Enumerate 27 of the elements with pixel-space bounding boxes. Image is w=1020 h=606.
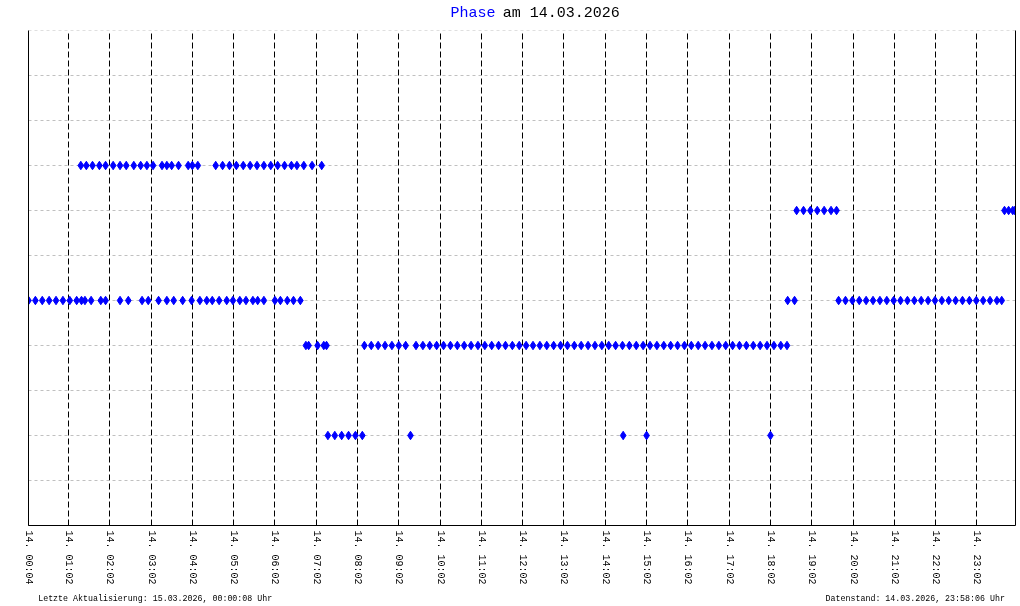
x-tick-label: 14. 04:02 — [186, 530, 198, 585]
x-tick-label: 14. 22:02 — [930, 530, 942, 585]
x-tick-label: 14. 06:02 — [269, 530, 281, 585]
x-tick-label: 14. 21:02 — [888, 530, 900, 585]
x-tick-label: 14. 09:02 — [393, 530, 405, 585]
x-tick-label: 14. 15:02 — [641, 530, 653, 585]
x-tick-label: 14. 08:02 — [352, 530, 363, 585]
x-tick-label: 14. 17:02 — [723, 530, 735, 585]
x-tick-label: 14. 19:02 — [806, 530, 818, 585]
x-tick-label: 14. 01:02 — [62, 530, 74, 585]
x-tick-label: 14. 14:02 — [599, 530, 611, 585]
x-tick-label: 14. 12:02 — [517, 530, 529, 585]
x-tick-label: 14. 10:02 — [434, 530, 446, 585]
x-tick-label: 14. 03:02 — [145, 530, 157, 585]
x-tick-label: 14. 11:02 — [475, 530, 487, 585]
x-tick-label: 14. 23:02 — [971, 530, 983, 585]
x-tick-label: 14. 07:02 — [310, 530, 322, 585]
x-tick-label: 14. 18:02 — [764, 530, 776, 585]
text: Datenstand: 14.03.2026, 23:58:06 Uhr — [825, 594, 1005, 603]
text: Letzte Aktualisierung: 15.03.2026, 00:00:08 Uhr — [38, 594, 273, 603]
x-tick-label: 14. 16:02 — [682, 530, 694, 585]
chart-title: Phase am 14.03.2026 — [450, 5, 620, 22]
x-tick-label: 14. 20:02 — [847, 530, 859, 585]
x-tick-label: 14. 00:04 — [23, 530, 34, 585]
x-tick-label: 14. 05:02 — [228, 530, 240, 585]
x-tick-label: 14. 02:02 — [104, 530, 116, 585]
x-tick-label: 14. 13:02 — [558, 530, 570, 585]
